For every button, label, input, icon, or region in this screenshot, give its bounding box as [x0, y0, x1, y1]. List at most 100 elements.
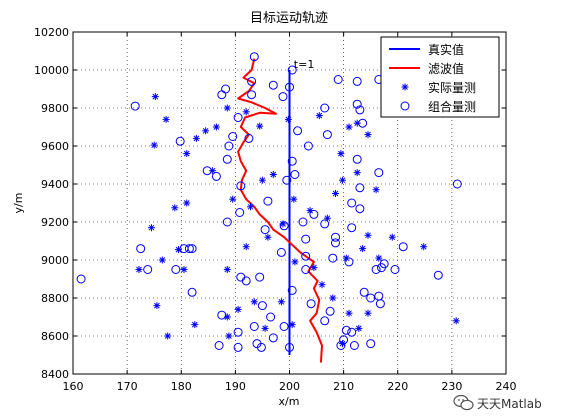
scatter-point-circle — [256, 342, 266, 352]
y-tick-label: 8400 — [41, 368, 69, 381]
scatter-point-star — [175, 246, 182, 254]
scatter-point-circle — [452, 179, 462, 189]
scatter-point-circle — [202, 166, 212, 176]
scatter-point-circle — [433, 270, 443, 280]
scatter-point-circle — [290, 170, 300, 179]
scatter-point-circle — [255, 272, 265, 282]
scatter-point-star — [291, 258, 299, 266]
scatter-point-circle — [355, 204, 365, 214]
scatter-point-star — [242, 243, 250, 251]
scatter-point-circle — [130, 101, 140, 111]
scatter-point-circle — [352, 154, 362, 164]
scatter-point-circle — [247, 90, 257, 100]
scatter-point-circle — [222, 154, 232, 164]
scatter-point-circle — [352, 76, 362, 86]
scatter-point-circle — [184, 244, 194, 254]
scatter-point-star — [332, 190, 339, 197]
scatter-point-circle — [339, 335, 349, 345]
legend-swatch-circle — [400, 101, 410, 111]
scatter-point-star — [229, 195, 237, 203]
scatter-point-star — [192, 134, 200, 142]
scatter-point-circle — [235, 208, 245, 217]
scatter-point-circle — [355, 183, 365, 193]
scatter-point-circle — [217, 90, 227, 100]
x-tick-label: 190 — [225, 380, 246, 393]
scatter-point-star — [151, 93, 159, 101]
scatter-point-circle — [179, 244, 189, 254]
scatter-point-circle — [320, 219, 330, 229]
y-tick-label: 8800 — [41, 292, 69, 305]
scatter-point-circle — [224, 141, 234, 151]
scatter-point-circle — [76, 274, 86, 284]
legend-label-measure: 实际量测 — [428, 80, 476, 95]
scatter-point-star — [183, 199, 191, 207]
scatter-point-circle — [358, 118, 368, 128]
scatter-point-circle — [247, 76, 257, 86]
scatter-point-star — [359, 245, 367, 253]
scatter-point-star — [234, 305, 242, 313]
x-tick-label: 240 — [496, 380, 517, 393]
scatter-point-circle — [276, 247, 286, 257]
scatter-point-circle — [375, 299, 385, 309]
wechat-icon — [453, 394, 474, 411]
scatter-point-circle — [320, 316, 330, 326]
scatter-point-circle — [359, 287, 369, 297]
scatter-point-circle — [279, 221, 289, 231]
scatter-point-star — [261, 324, 269, 332]
scatter-point-circle — [214, 341, 224, 350]
scatter-point-star — [315, 112, 323, 120]
scatter-point-star — [318, 281, 326, 289]
x-tick-label: 170 — [117, 380, 138, 393]
scatter-point-circle — [287, 65, 297, 75]
scatter-point-star — [353, 169, 361, 177]
scatter-point-circle — [249, 322, 259, 331]
scatter-point-circle — [325, 306, 335, 316]
scatter-point-circle — [333, 75, 343, 84]
scatter-point-star — [345, 123, 353, 131]
scatter-point-star — [225, 332, 233, 340]
scatter-point-star — [202, 127, 210, 135]
scatter-point-circle — [260, 225, 270, 235]
scatter-point-circle — [306, 299, 316, 309]
scatter-point-circle — [241, 276, 251, 286]
chart-title: 目标运动轨迹 — [250, 11, 328, 26]
scatter-point-star — [180, 266, 188, 273]
scatter-point-circle — [301, 234, 311, 244]
scatter-point-star — [258, 176, 266, 184]
scatter-point-circle — [278, 92, 288, 102]
x-tick-label: 200 — [279, 380, 300, 393]
scatter-point-star — [452, 317, 460, 325]
scatter-point-circle — [187, 287, 197, 297]
y-tick-label: 9400 — [41, 178, 69, 191]
y-tick-label: 10200 — [34, 26, 69, 39]
scatter-point-star — [183, 150, 191, 158]
scatter-point-circle — [320, 103, 330, 113]
scatter-point-star — [355, 324, 363, 332]
scatter-point-star — [247, 203, 254, 211]
scatter-point-circle — [390, 265, 400, 274]
scatter-point-circle — [285, 342, 294, 352]
scatter-point-circle — [341, 325, 351, 335]
scatter-point-circle — [263, 196, 273, 206]
scatter-point-star — [242, 108, 250, 116]
scatter-point-circle — [331, 232, 340, 242]
scatter-point-circle — [233, 342, 243, 352]
scatter-point-circle — [217, 310, 227, 320]
scatter-point-star — [345, 309, 353, 317]
x-tick-label: 220 — [387, 380, 408, 393]
scatter-point-circle — [328, 253, 338, 263]
scatter-point-circle — [244, 133, 254, 143]
scatter-point-star — [223, 266, 231, 273]
scatter-point-circle — [228, 132, 238, 141]
scatter-point-circle — [249, 52, 259, 62]
scatter-point-star — [148, 224, 155, 232]
legend-box — [380, 36, 500, 118]
series-layer — [76, 52, 462, 363]
scatter-point-circle — [287, 156, 297, 166]
x-tick-label: 230 — [441, 380, 462, 393]
scatter-point-star — [372, 186, 380, 194]
scatter-point-circle — [349, 341, 359, 350]
scatter-point-star — [342, 254, 350, 262]
scatter-point-circle — [355, 105, 365, 115]
